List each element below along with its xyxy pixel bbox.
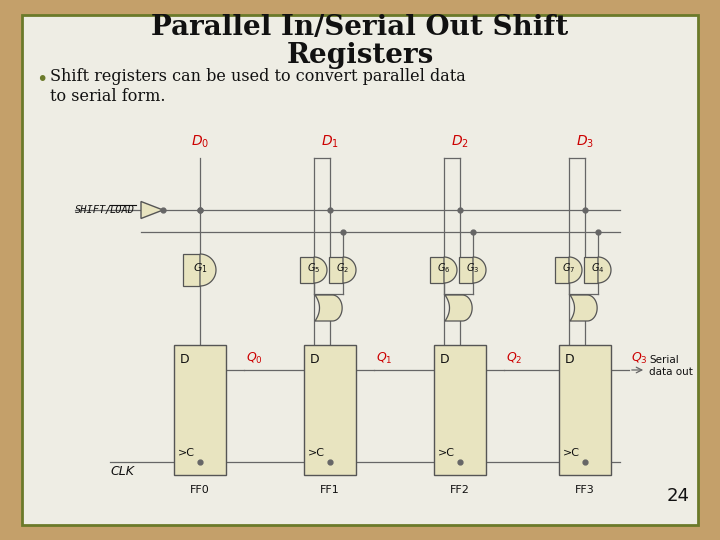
Text: •: • (36, 70, 48, 89)
Text: D: D (180, 353, 189, 366)
FancyBboxPatch shape (22, 15, 698, 525)
Polygon shape (200, 254, 216, 286)
Polygon shape (459, 257, 473, 283)
Polygon shape (598, 257, 611, 283)
FancyBboxPatch shape (559, 345, 611, 475)
Polygon shape (329, 257, 343, 283)
Text: FF2: FF2 (450, 485, 470, 495)
Text: SHIFT/: SHIFT/ (75, 205, 112, 215)
Polygon shape (183, 254, 200, 286)
Text: $G_3$: $G_3$ (467, 261, 480, 275)
Polygon shape (570, 295, 597, 321)
Polygon shape (445, 295, 472, 321)
Text: $G_7$: $G_7$ (562, 261, 576, 275)
Text: $G_4$: $G_4$ (591, 261, 605, 275)
Text: Parallel In/Serial Out Shift: Parallel In/Serial Out Shift (151, 14, 569, 41)
FancyBboxPatch shape (174, 345, 226, 475)
Text: $D_2$: $D_2$ (451, 133, 469, 150)
Polygon shape (314, 257, 327, 283)
Text: Serial
data out: Serial data out (649, 355, 693, 377)
Polygon shape (473, 257, 486, 283)
Text: CLK: CLK (110, 465, 134, 478)
Polygon shape (569, 257, 582, 283)
Text: FF0: FF0 (190, 485, 210, 495)
Polygon shape (141, 201, 163, 219)
Polygon shape (300, 257, 314, 283)
Polygon shape (430, 257, 444, 283)
Text: LOAD: LOAD (110, 205, 135, 215)
Text: FF3: FF3 (575, 485, 595, 495)
Polygon shape (315, 295, 342, 321)
Text: FF1: FF1 (320, 485, 340, 495)
Text: $Q_2$: $Q_2$ (506, 351, 523, 366)
Text: $Q_3$: $Q_3$ (631, 351, 648, 366)
Polygon shape (343, 257, 356, 283)
Text: $Q_0$: $Q_0$ (246, 351, 263, 366)
Text: $D_1$: $D_1$ (321, 133, 339, 150)
Text: $G_1$: $G_1$ (192, 261, 207, 275)
Text: >C: >C (178, 448, 195, 458)
Text: >C: >C (563, 448, 580, 458)
Text: $D_0$: $D_0$ (191, 133, 209, 150)
Text: >C: >C (308, 448, 325, 458)
Text: D: D (310, 353, 320, 366)
Text: $G_6$: $G_6$ (437, 261, 451, 275)
FancyBboxPatch shape (304, 345, 356, 475)
Polygon shape (444, 257, 457, 283)
Text: D: D (440, 353, 449, 366)
FancyBboxPatch shape (434, 345, 486, 475)
Text: 24: 24 (667, 487, 690, 505)
Text: $D_3$: $D_3$ (576, 133, 594, 150)
Text: $Q_1$: $Q_1$ (376, 351, 392, 366)
Text: $G_5$: $G_5$ (307, 261, 320, 275)
Text: D: D (565, 353, 575, 366)
Text: >C: >C (438, 448, 455, 458)
Text: Shift registers can be used to convert parallel data
to serial form.: Shift registers can be used to convert p… (50, 68, 466, 105)
Text: Registers: Registers (287, 42, 433, 69)
Text: $G_2$: $G_2$ (336, 261, 349, 275)
Polygon shape (555, 257, 569, 283)
Polygon shape (584, 257, 598, 283)
